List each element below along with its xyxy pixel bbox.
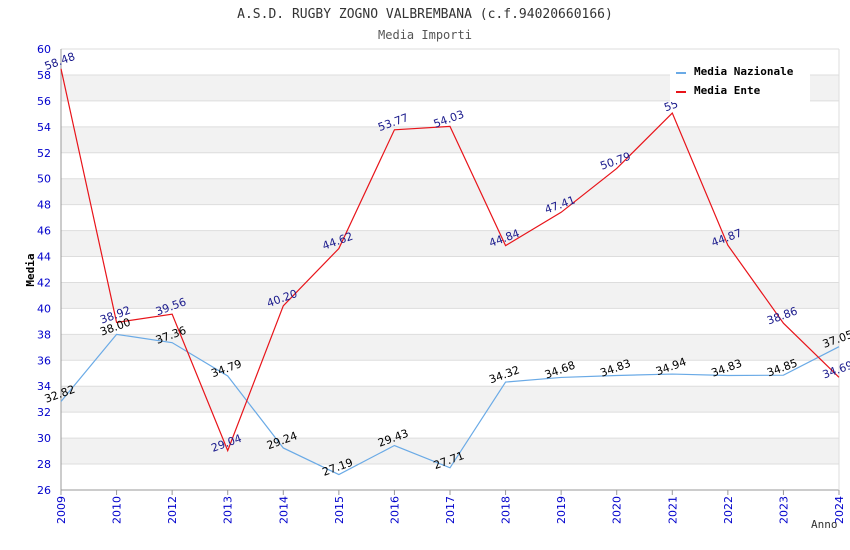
y-tick-label: 50 xyxy=(37,173,51,186)
x-tick-label: 2014 xyxy=(277,496,290,524)
y-tick-label: 38 xyxy=(37,328,51,341)
y-tick-label: 36 xyxy=(37,354,51,367)
x-tick-label: 2012 xyxy=(166,496,179,524)
y-tick-label: 30 xyxy=(37,432,51,445)
grid-band xyxy=(61,438,839,465)
plot-bands xyxy=(61,74,839,465)
x-axis-label: Anno xyxy=(811,518,838,531)
grid-band xyxy=(61,126,839,153)
y-tick-label: 40 xyxy=(37,302,51,315)
grid-band xyxy=(61,282,839,309)
x-tick-label: 2013 xyxy=(222,496,235,524)
x-tick-label: 2018 xyxy=(500,496,513,524)
grid-band xyxy=(61,230,839,257)
legend-box xyxy=(670,60,810,102)
data-label: 34.69 xyxy=(821,359,850,382)
x-tick-label: 2022 xyxy=(722,496,735,524)
y-tick-label: 42 xyxy=(37,276,51,289)
x-tick-label: 2020 xyxy=(611,496,624,524)
y-tick-label: 48 xyxy=(37,199,51,212)
legend-label-media-nazionale: Media Nazionale xyxy=(694,65,794,78)
x-tick-label: 2021 xyxy=(666,496,679,524)
x-tick-labels: 2009 2010 2012 2013 2014 2015 2016 2017 2018 2019… xyxy=(55,496,846,524)
y-axis-label: Media xyxy=(24,253,37,286)
gridlines xyxy=(61,48,839,491)
y-tick-label: 44 xyxy=(37,251,51,264)
x-tick-label: 2009 xyxy=(55,496,68,524)
legend: Media Nazionale Media Ente xyxy=(670,60,810,102)
x-tick-label: 2024 xyxy=(833,496,846,524)
y-tick-label: 58 xyxy=(37,69,51,82)
x-tick-label: 2010 xyxy=(111,496,124,524)
y-tick-label: 54 xyxy=(37,121,51,134)
x-tick-label: 2023 xyxy=(777,496,790,524)
y-tick-label: 56 xyxy=(37,95,51,108)
chart-subtitle: Media Importi xyxy=(378,28,472,42)
data-label: 34.68 xyxy=(543,359,577,382)
x-tick-label: 2017 xyxy=(444,496,457,524)
series-line-media-nazionale xyxy=(60,333,840,476)
grid-band xyxy=(61,178,839,205)
y-tick-label: 28 xyxy=(37,458,51,471)
y-tick-label: 60 xyxy=(37,43,51,56)
y-tick-label: 52 xyxy=(37,147,51,160)
y-tick-label: 26 xyxy=(37,484,51,497)
axes xyxy=(60,49,840,495)
legend-label-media-ente: Media Ente xyxy=(694,84,761,97)
y-tick-labels: 26 28 30 32 34 36 38 40 42 44 46 48 50 52 54 56 58 60 xyxy=(37,43,51,497)
x-tick-label: 2016 xyxy=(388,496,401,524)
grid-band xyxy=(61,334,839,361)
series-lines xyxy=(60,68,840,476)
x-tick-label: 2019 xyxy=(555,496,568,524)
x-tick-label: 2015 xyxy=(333,496,346,524)
y-tick-label: 32 xyxy=(37,406,51,419)
y-tick-label: 46 xyxy=(37,225,51,238)
chart-title: A.S.D. RUGBY ZOGNO VALBREMBANA (c.f.9402… xyxy=(237,7,613,22)
series-line-media-ente xyxy=(60,68,840,453)
y-tick-label: 34 xyxy=(37,380,51,393)
grid-band xyxy=(61,386,839,413)
